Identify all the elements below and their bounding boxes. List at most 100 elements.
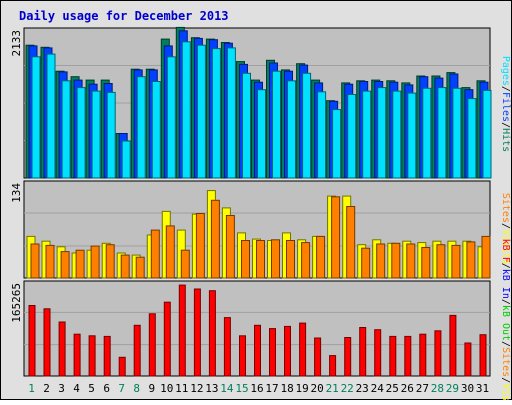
bar-pages-day-6 [106,91,116,179]
bar-pages-day-21 [332,109,342,179]
legend-separator: / [500,122,511,128]
x-tick-label: 13 [205,382,218,395]
bar-pages-day-11 [181,41,191,179]
bar-kb-f-day-16 [254,324,261,377]
x-tick-label: 18 [280,382,293,395]
bar-sites-day-15 [241,240,250,279]
bar-pages-day-4 [76,87,86,179]
bar-sites-day-18 [286,240,295,279]
bar-kb-f-day-9 [148,313,156,377]
legend-separator: / [500,341,511,347]
x-tick-label: 3 [58,382,65,395]
legend-separator: / [500,223,511,229]
bar-sites-day-2 [45,244,55,279]
bar-sites-day-4 [75,249,85,279]
bar-pages-day-19 [302,72,312,179]
bar-pages-day-24 [377,87,387,179]
bar-kb-f-day-22 [344,337,352,377]
bar-sites-day-17 [271,239,280,279]
x-tick-label: 16 [250,382,263,395]
bar-sites-day-28 [436,244,446,279]
legend-entry: Visits [500,229,511,265]
x-tick-label: 7 [118,382,125,395]
bar-pages-day-26 [407,92,417,179]
bar-kb-f-day-11 [178,284,186,377]
bar-pages-day-3 [61,80,71,179]
bar-sites-day-7 [120,254,130,279]
bar-sites-day-16 [256,240,265,279]
bar-kb-f-day-18 [284,325,291,377]
bar-sites-day-24 [376,243,386,279]
bar-pages-day-8 [136,76,146,179]
x-tick-label: 25 [386,382,399,395]
bar-sites-day-23 [361,247,371,279]
bar-sites-day-8 [135,256,145,279]
bar-pages-day-31 [482,89,492,179]
bar-kb-f-day-30 [464,342,472,377]
y-max-tick-label: 2133 [10,30,23,57]
x-tick-label: 23 [356,382,369,395]
bar-kb-f-day-10 [163,301,171,377]
y-max-tick-label: 165265 [10,283,23,323]
y-max-tick-label: 134 [10,183,23,203]
bar-pages-day-17 [272,70,281,179]
bar-pages-day-5 [91,90,101,179]
bar-kb-f-day-6 [103,335,111,377]
bar-kb-f-day-1 [28,305,36,377]
bar-kb-f-day-20 [314,337,322,377]
bar-kb-f-day-31 [479,334,487,377]
x-tick-label: 24 [371,382,385,395]
bar-kb-f-day-2 [43,308,51,377]
x-tick-label: 30 [461,382,474,395]
bar-kb-f-day-27 [419,333,427,377]
bar-kb-f-day-25 [389,335,397,377]
bar-sites-day-31 [481,235,491,279]
x-tick-label: 26 [401,382,414,395]
legend-entry: Hits [500,128,511,152]
legend-separator: / [500,86,511,92]
bar-kb-f-day-5 [88,335,96,377]
bar-sites-day-3 [60,251,70,279]
legend-separator: / [500,299,511,305]
x-tick-label: 11 [175,382,188,395]
legend-entry: Sites [500,347,511,377]
bar-kb-f-day-13 [208,290,216,377]
bar-pages-day-13 [211,48,221,179]
bar-pages-day-28 [437,87,447,179]
panel-hits-files-pages: 2133 Pages/Files/Hits [10,26,511,179]
bar-kb-f-day-26 [404,335,412,377]
bar-kb-f-day-8 [133,324,141,377]
x-tick-label: 31 [476,382,489,395]
x-tick-label: 21 [326,382,339,395]
bar-kb-f-day-28 [434,330,442,377]
bar-pages-day-15 [242,72,251,179]
bar-sites-day-14 [225,215,235,279]
bar-pages-day-1 [31,56,41,179]
x-tick-label: 12 [190,382,203,395]
legend-entry: kB In [500,269,511,299]
bar-sites-day-22 [346,206,356,279]
bar-sites-day-29 [451,244,461,279]
chart-title: Daily usage for December 2013 [19,9,229,23]
x-tick-label: 29 [446,382,459,395]
legend-entry: Visits [500,383,511,400]
bar-sites-day-21 [331,196,341,279]
bar-sites-day-30 [466,241,476,279]
legend-separator: / [500,263,511,269]
x-tick-label: 27 [416,382,429,395]
bar-sites-day-27 [421,247,431,279]
legend-entry: Pages [500,56,511,86]
bar-sites-day-12 [195,213,205,279]
bar-kb-f-day-29 [449,314,457,377]
bar-pages-day-22 [347,94,357,179]
bar-kb-f-day-17 [269,328,276,377]
bar-sites-day-9 [150,229,160,279]
x-tick-label: 4 [73,382,80,395]
bar-pages-day-18 [287,80,296,179]
x-tick-label: 8 [133,382,140,395]
bar-kb-f-day-21 [329,355,337,377]
panel-legend: Pages/Files/Hits [500,56,511,152]
